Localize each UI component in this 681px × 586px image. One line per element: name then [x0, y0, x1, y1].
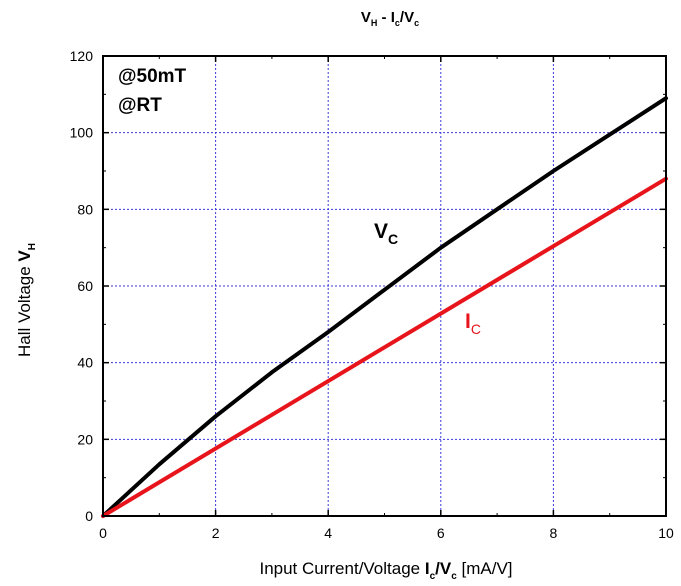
series-label-vc: VC [374, 220, 398, 247]
series-label-ic-sub: C [471, 321, 481, 337]
annotation-field: @50mT [118, 66, 187, 87]
series-layer [101, 96, 668, 518]
xlabel-slash: / [435, 559, 440, 578]
chart-title: VH - Ic/Vc [361, 9, 419, 28]
title-sep: - I [377, 9, 395, 26]
x-tick-label: 2 [212, 525, 220, 541]
title-tail: /V [400, 9, 414, 26]
series-label-vc-sub: C [388, 231, 398, 247]
title-main-sub: H [371, 18, 378, 28]
xlabel-bold2: V [440, 559, 452, 578]
series-line-ic [101, 176, 668, 518]
y-tick-label: 100 [70, 125, 94, 141]
x-tick-label: 4 [324, 525, 332, 541]
xlabel-bold1-sub: c [430, 571, 436, 582]
y-tick-label: 120 [70, 48, 94, 64]
title-tail-sub: c [414, 18, 419, 28]
x-tick-label: 6 [437, 525, 445, 541]
xlabel-bold2-sub: c [451, 571, 457, 582]
title-sep-sub: c [395, 18, 400, 28]
series-line-vc [101, 96, 668, 518]
y-axis-label: Hall Voltage VH [15, 243, 38, 357]
series-label-ic-main: I [465, 310, 471, 333]
y-tick-label: 80 [77, 201, 93, 217]
xlabel-main: Input Current/Voltage [259, 559, 424, 578]
x-tick-label: 8 [550, 525, 558, 541]
y-tick-label: 60 [77, 278, 93, 294]
ylabel-bold: V [15, 250, 34, 262]
series-label-ic: IC [465, 310, 481, 337]
y-tick-label: 20 [77, 431, 93, 447]
y-tick-label: 40 [77, 355, 93, 371]
x-tick-label: 0 [99, 525, 107, 541]
xlabel-unit: [mA/V] [457, 559, 513, 578]
y-tick-label: 0 [85, 508, 93, 524]
xlabel-bold1: I [425, 559, 430, 578]
series-label-vc-main: V [374, 220, 388, 243]
x-axis-label: Input Current/Voltage Ic/Vc [mA/V] [259, 559, 512, 582]
grid [103, 56, 666, 516]
ylabel-bold-sub: H [27, 243, 38, 250]
title-main: V [361, 9, 371, 26]
x-tick-label: 10 [658, 525, 674, 541]
annotation-temperature: @RT [118, 95, 162, 116]
ylabel-main: Hall Voltage [15, 262, 34, 357]
